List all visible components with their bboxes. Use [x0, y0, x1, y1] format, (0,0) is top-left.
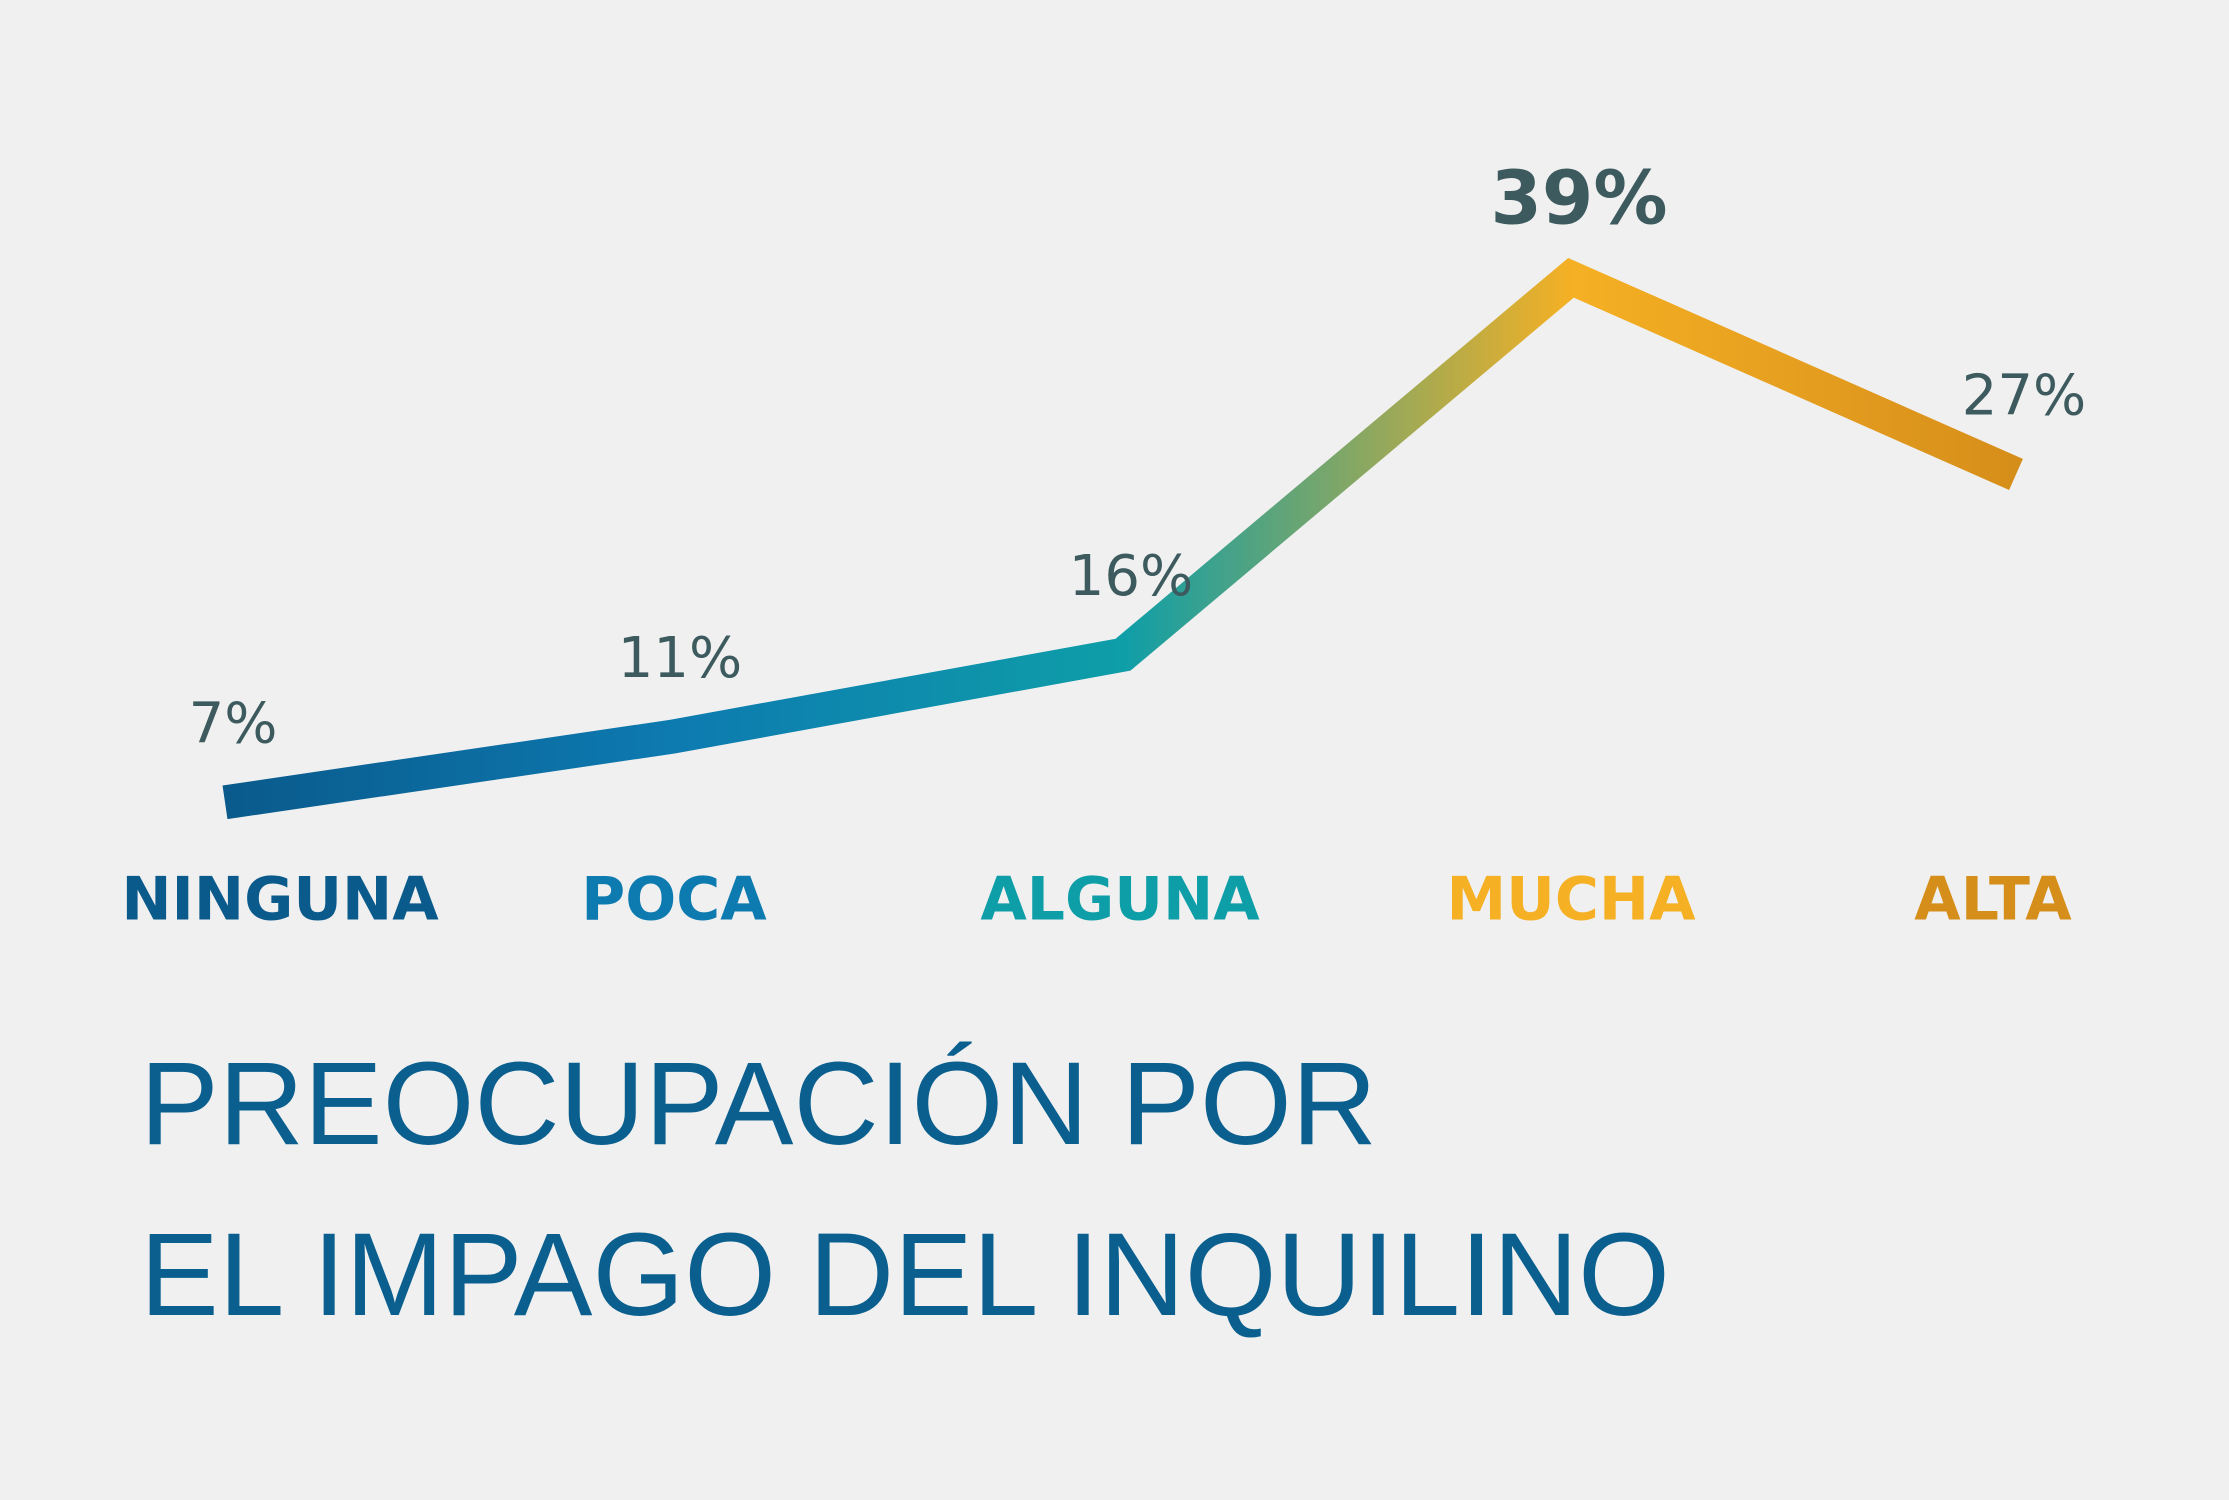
value-label: 39%: [1490, 155, 1667, 241]
x-tick-label: ALGUNA: [980, 865, 1260, 935]
x-tick-label: NINGUNA: [121, 865, 439, 935]
chart-title: EL IMPAGO DEL INQUILINO: [140, 1209, 1670, 1341]
value-label: 27%: [1962, 364, 2086, 429]
value-label: 16%: [1069, 544, 1193, 609]
x-tick-label: ALTA: [1914, 865, 2072, 935]
x-tick-label: MUCHA: [1446, 865, 1696, 935]
chart-title: PREOCUPACIÓN POR: [140, 1038, 1377, 1170]
x-tick-label: POCA: [581, 865, 767, 935]
line: [222, 257, 2023, 820]
value-label: 11%: [618, 626, 742, 691]
value-label: 7%: [189, 691, 278, 756]
